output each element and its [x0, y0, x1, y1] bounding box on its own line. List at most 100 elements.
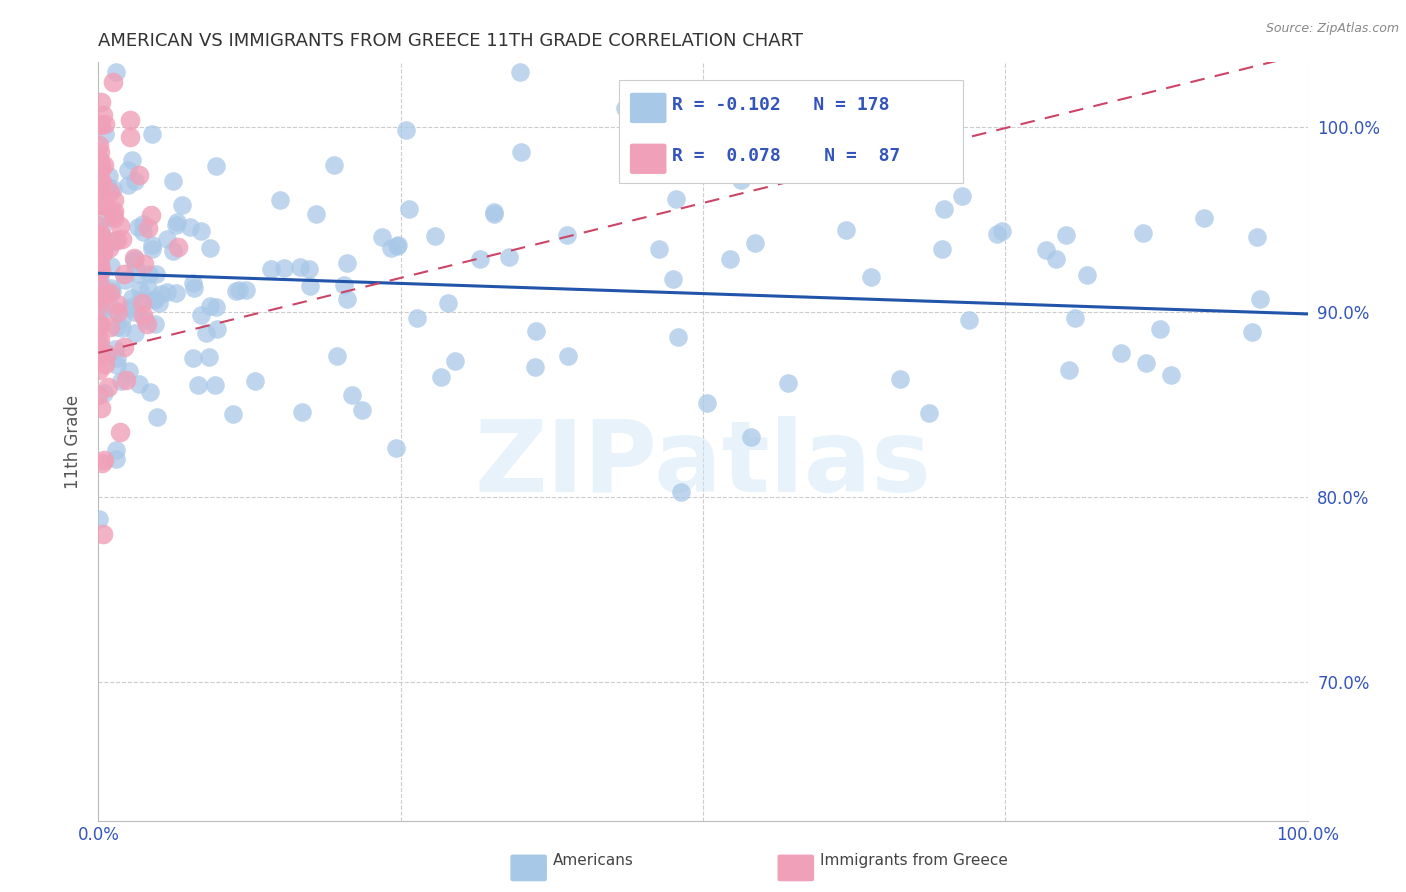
- Text: Source: ZipAtlas.com: Source: ZipAtlas.com: [1265, 22, 1399, 36]
- Point: [336, 256, 359, 270]
- Text: Immigrants from Greece: Immigrants from Greece: [820, 854, 1008, 868]
- Point: [145, 293, 167, 308]
- Point: [94, 116, 117, 130]
- Point: [986, 227, 1008, 241]
- Point: [90, 95, 112, 110]
- Point: [114, 273, 136, 287]
- Point: [183, 276, 205, 290]
- Point: [105, 296, 128, 310]
- Point: [89, 198, 111, 212]
- Point: [112, 267, 135, 281]
- Point: [89, 158, 111, 172]
- Point: [718, 252, 741, 266]
- Point: [859, 269, 882, 284]
- Point: [89, 318, 111, 332]
- Point: [94, 199, 117, 213]
- Point: [326, 349, 349, 363]
- Point: [108, 219, 131, 233]
- Point: [179, 219, 201, 234]
- Point: [288, 260, 311, 274]
- Point: [87, 362, 110, 376]
- Point: [555, 228, 578, 243]
- Point: [105, 351, 128, 365]
- Point: [228, 284, 250, 298]
- Point: [145, 267, 167, 281]
- Point: [103, 182, 125, 196]
- Point: [340, 387, 363, 401]
- Point: [132, 309, 155, 323]
- Point: [89, 271, 111, 285]
- Point: [740, 430, 762, 444]
- Point: [94, 286, 117, 301]
- Point: [835, 223, 858, 237]
- Point: [111, 321, 134, 335]
- Point: [132, 257, 155, 271]
- Point: [90, 303, 112, 318]
- Text: AMERICAN VS IMMIGRANTS FROM GREECE 11TH GRADE CORRELATION CHART: AMERICAN VS IMMIGRANTS FROM GREECE 11TH …: [98, 32, 803, 50]
- Point: [90, 263, 112, 277]
- Point: [120, 300, 142, 314]
- Point: [222, 407, 245, 421]
- Point: [122, 253, 145, 268]
- Point: [87, 117, 110, 131]
- Point: [107, 305, 129, 319]
- Point: [93, 357, 115, 371]
- Point: [87, 273, 110, 287]
- Point: [91, 243, 114, 257]
- Point: [889, 372, 911, 386]
- Point: [101, 75, 124, 89]
- Point: [91, 233, 114, 247]
- Point: [90, 221, 112, 235]
- Point: [170, 198, 193, 212]
- Point: [111, 312, 134, 326]
- Y-axis label: 11th Grade: 11th Grade: [65, 394, 83, 489]
- Point: [87, 512, 110, 526]
- Point: [156, 232, 179, 246]
- Point: [204, 378, 226, 392]
- Point: [87, 156, 110, 170]
- Point: [87, 304, 110, 318]
- Point: [101, 207, 124, 221]
- Point: [245, 374, 267, 388]
- Point: [117, 178, 139, 192]
- Point: [385, 239, 408, 253]
- Point: [93, 158, 115, 172]
- Point: [162, 173, 184, 187]
- Point: [181, 351, 204, 365]
- Point: [103, 303, 125, 318]
- Point: [104, 343, 127, 357]
- Point: [423, 228, 446, 243]
- Point: [87, 293, 110, 308]
- Point: [131, 217, 153, 231]
- Point: [129, 283, 152, 297]
- Point: [89, 158, 111, 172]
- Point: [336, 292, 359, 306]
- Point: [90, 185, 112, 199]
- Point: [134, 313, 156, 327]
- Point: [1035, 243, 1057, 257]
- Point: [387, 238, 409, 252]
- Point: [260, 261, 283, 276]
- Point: [87, 236, 110, 251]
- Point: [1045, 252, 1067, 267]
- Point: [273, 261, 295, 276]
- Point: [94, 128, 117, 142]
- Point: [1135, 356, 1157, 370]
- Point: [90, 118, 112, 132]
- Point: [524, 359, 547, 374]
- Point: [430, 369, 453, 384]
- Point: [198, 242, 221, 256]
- Point: [166, 215, 188, 229]
- Point: [91, 527, 114, 541]
- Point: [235, 284, 257, 298]
- Point: [87, 218, 110, 232]
- Point: [1054, 227, 1077, 242]
- Point: [108, 425, 131, 440]
- Point: [141, 242, 163, 256]
- Point: [90, 227, 112, 241]
- Point: [162, 244, 184, 259]
- Point: [730, 173, 752, 187]
- Point: [524, 324, 547, 338]
- Point: [89, 246, 111, 260]
- Point: [138, 221, 160, 235]
